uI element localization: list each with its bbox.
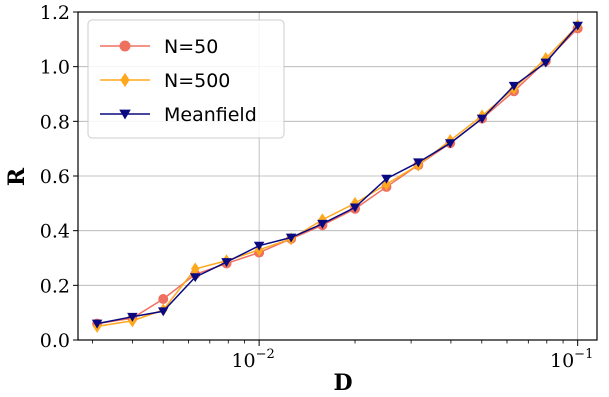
data-point <box>413 158 424 168</box>
data-point <box>381 174 392 184</box>
legend-item: N=500 <box>100 70 230 92</box>
legend-label: N=500 <box>164 70 230 92</box>
legend-item: Meanfield <box>100 104 257 126</box>
x-tick-label: 10−2 <box>231 347 274 372</box>
data-point <box>189 273 201 283</box>
y-axis-label: R <box>4 167 30 186</box>
data-point <box>572 21 583 31</box>
data-point <box>190 262 200 276</box>
legend-item: N=50 <box>100 36 218 58</box>
data-point <box>221 258 232 268</box>
data-point <box>540 58 552 68</box>
data-point <box>91 319 103 329</box>
y-tick-label: 0.0 <box>40 330 70 352</box>
x-axis-label: D <box>333 370 352 396</box>
y-tick-label: 1.0 <box>40 57 70 79</box>
legend: N=50 N=500 Meanfield <box>87 19 285 139</box>
legend-label: Meanfield <box>164 104 257 126</box>
series-layer <box>91 19 583 333</box>
data-point <box>157 307 169 317</box>
legend-box <box>87 19 285 139</box>
data-point <box>349 203 361 213</box>
data-point <box>119 40 131 52</box>
y-tick-label: 0.4 <box>40 221 70 243</box>
series-line <box>96 27 579 325</box>
series-meanfield <box>91 21 583 329</box>
data-point <box>444 139 456 149</box>
y-tick-label: 0.8 <box>40 111 70 133</box>
data-point <box>158 294 169 304</box>
data-point <box>253 241 265 251</box>
y-tick-label: 0.6 <box>40 166 70 188</box>
data-point <box>119 109 131 120</box>
data-point <box>508 81 520 91</box>
y-tick-label: 0.2 <box>40 275 70 297</box>
data-point <box>127 312 138 322</box>
data-point <box>317 219 328 229</box>
y-tick-label: 1.2 <box>40 2 70 24</box>
data-point <box>476 114 488 124</box>
legend-label: N=50 <box>164 36 218 58</box>
series-line <box>96 25 579 325</box>
ticks: 0.0 0.2 0.4 0.6 0.8 1.0 1.2 10−2 10−1 <box>40 2 594 372</box>
data-point <box>120 72 130 88</box>
data-point <box>285 233 297 243</box>
x-tick-label: 10−1 <box>550 347 593 372</box>
